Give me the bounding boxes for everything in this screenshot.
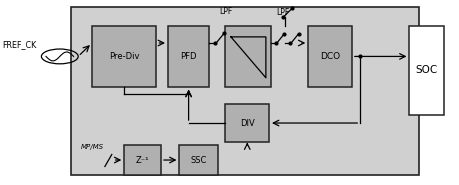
Bar — [168, 26, 209, 87]
Text: LPF: LPF — [218, 7, 231, 16]
Bar — [71, 7, 418, 175]
Bar — [179, 145, 218, 175]
Text: SOC: SOC — [414, 65, 437, 75]
Bar — [124, 145, 161, 175]
Bar — [225, 104, 269, 142]
Text: MP/MS: MP/MS — [80, 144, 103, 149]
Bar — [92, 26, 156, 87]
Text: LPF: LPF — [275, 9, 289, 17]
Text: SSC: SSC — [190, 156, 207, 164]
Bar — [225, 26, 271, 87]
Bar — [308, 26, 351, 87]
Text: PFD: PFD — [180, 52, 196, 61]
Text: Z⁻¹: Z⁻¹ — [135, 156, 149, 164]
Text: DCO: DCO — [319, 52, 339, 61]
Bar — [409, 26, 443, 115]
Text: Pre-Div: Pre-Div — [109, 52, 139, 61]
Text: DIV: DIV — [239, 119, 254, 127]
Text: FREF_CK: FREF_CK — [2, 40, 36, 49]
